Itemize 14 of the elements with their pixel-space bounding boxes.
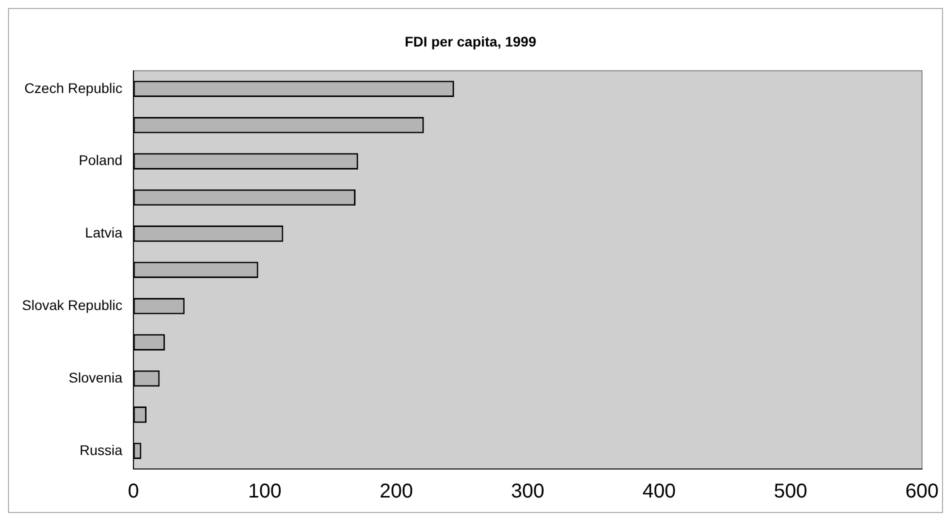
y-tick-label: Russia	[80, 442, 123, 458]
x-tick-label: 400	[642, 480, 676, 503]
y-tick-label: Poland	[78, 152, 122, 168]
x-tick-label: 600	[905, 480, 939, 503]
y-tick-label: Slovenia	[68, 369, 123, 386]
x-tick-label: 0	[128, 480, 139, 503]
x-tick-label: 500	[774, 480, 808, 503]
x-tick-label: 200	[380, 480, 413, 503]
x-tick-label: 300	[511, 480, 544, 503]
y-tick-label: Slovak Republic	[22, 296, 122, 313]
y-tick-label: Czech Republic	[24, 80, 122, 96]
x-tick-label: 100	[248, 480, 282, 503]
chart-title: FDI per capita, 1999	[404, 33, 536, 50]
y-tick-label: Latvia	[85, 224, 123, 241]
